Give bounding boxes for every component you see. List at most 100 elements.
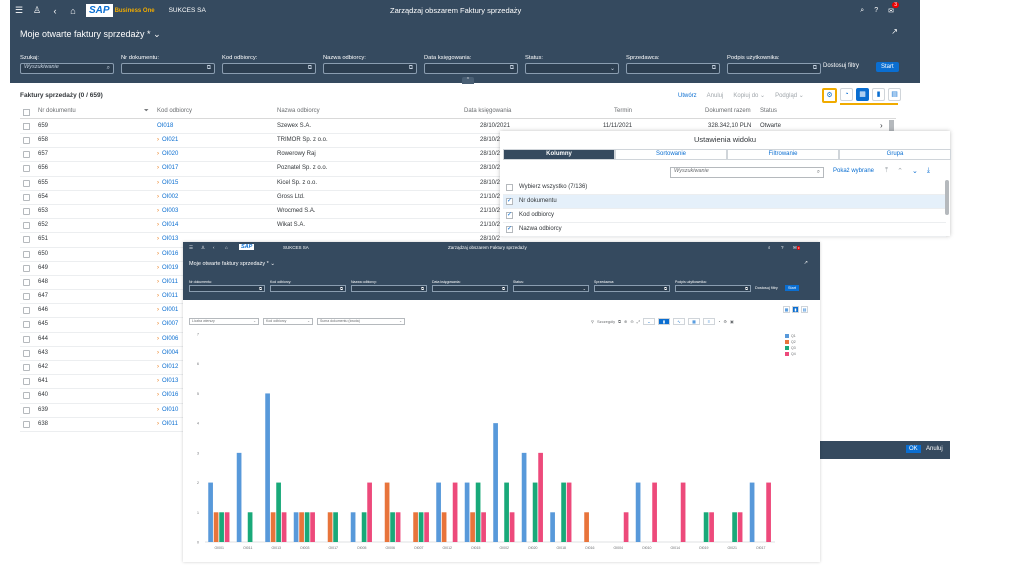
legend-item[interactable]: Q3 xyxy=(785,346,796,350)
cell-code[interactable]: OI013 xyxy=(157,236,178,242)
split-view-icon[interactable]: ▤ xyxy=(888,88,901,101)
table-row[interactable]: 657 OI020 Rowerowy Raj 28/10/2 xyxy=(20,148,500,163)
chart-bar[interactable] xyxy=(566,482,572,542)
row-checkbox[interactable] xyxy=(23,278,30,286)
help-icon[interactable]: ? xyxy=(874,7,879,14)
help-icon[interactable]: ? xyxy=(781,245,784,250)
row-checkbox[interactable] xyxy=(23,250,30,258)
chart-bar[interactable] xyxy=(276,482,281,542)
row-checkbox[interactable] xyxy=(23,165,30,173)
table-row[interactable]: 658 OI021 TRIMOR Sp. z o.o. 28/10/2 xyxy=(20,134,500,149)
column-list-item[interactable]: ✓ Nr dokumentu xyxy=(503,195,946,209)
value-help-icon[interactable]: ⧉ xyxy=(259,286,262,291)
chart-bar[interactable] xyxy=(304,512,310,542)
back-icon[interactable]: ‹ xyxy=(213,245,215,250)
chart-bar[interactable] xyxy=(538,452,543,542)
adapt-filters-button[interactable]: Dostosuj filtry xyxy=(823,63,860,69)
chart-bar[interactable] xyxy=(424,512,429,542)
chart-bar[interactable] xyxy=(208,482,213,542)
filter-input[interactable]: ⧉ xyxy=(189,285,265,292)
adapt-filters-button[interactable]: Dostosuj filtry xyxy=(755,286,778,290)
select-all-checkbox[interactable] xyxy=(23,109,30,116)
user-icon[interactable]: ♙ xyxy=(201,245,206,250)
cell-code[interactable]: OI002 xyxy=(157,194,178,200)
table-view-icon[interactable]: ▦ xyxy=(783,306,790,313)
table-scrollbar[interactable] xyxy=(889,120,894,132)
cell-code[interactable]: OI003 xyxy=(157,208,178,214)
cell-code[interactable]: OI010 xyxy=(157,407,178,413)
chart-bar[interactable] xyxy=(384,482,390,542)
dialog-tab[interactable]: Grupa xyxy=(839,149,951,160)
line-chart-icon[interactable]: ∿ xyxy=(672,318,685,325)
dialog-tab[interactable]: Sortowanie xyxy=(615,149,727,160)
move-down-icon[interactable]: ⌄ xyxy=(911,168,918,175)
share-icon[interactable]: ↗ xyxy=(891,27,898,36)
row-checkbox[interactable] xyxy=(23,264,30,272)
value-help-icon[interactable]: ⧉ xyxy=(664,286,667,291)
column-date[interactable]: Data księgowania xyxy=(464,108,512,114)
chart-bar[interactable] xyxy=(265,393,270,542)
chart-bar[interactable] xyxy=(247,512,253,542)
copy-icon[interactable]: ⧉ xyxy=(618,319,622,324)
filter-input[interactable]: ⧉ xyxy=(270,285,346,292)
row-checkbox[interactable] xyxy=(23,179,30,187)
row-checkbox[interactable] xyxy=(23,420,30,428)
dialog-tab[interactable]: Filtrowanie xyxy=(727,149,839,160)
row-checkbox[interactable] xyxy=(23,364,30,371)
chart-bar[interactable] xyxy=(550,512,555,542)
start-button[interactable]: Start xyxy=(785,285,800,291)
value-help-icon[interactable]: ⌄ xyxy=(582,286,586,291)
variant-title[interactable]: Moje otwarte faktury sprzedaży * ⌄ xyxy=(20,29,161,39)
cell-code[interactable]: OI019 xyxy=(157,265,178,271)
chart-bar[interactable] xyxy=(509,512,515,542)
row-checkbox[interactable] xyxy=(23,349,30,357)
move-bottom-icon[interactable]: ⤓ xyxy=(926,167,930,174)
measure-2-select[interactable]: Suma dokumentu (kwota) ⌄ xyxy=(317,318,405,325)
chart-bar[interactable] xyxy=(367,482,372,542)
move-up-icon[interactable]: ⌃ xyxy=(897,168,903,175)
search-icon[interactable]: ⌕ xyxy=(768,245,771,250)
variant-title[interactable]: Moje otwarte faktury sprzedaży * ⌄ xyxy=(189,261,275,267)
row-checkbox[interactable] xyxy=(23,207,30,215)
value-help-icon[interactable]: ⧉ xyxy=(509,65,514,71)
column-code[interactable]: Kod odbiorcy xyxy=(157,108,193,114)
split-view-icon[interactable]: ▤ xyxy=(801,306,808,313)
row-checkbox[interactable] xyxy=(23,137,30,144)
chart-bar[interactable] xyxy=(623,512,629,542)
chart-bar[interactable] xyxy=(635,482,641,542)
zoom-out-icon[interactable]: ⊖ xyxy=(630,319,634,324)
chart-bar[interactable] xyxy=(441,512,447,542)
column-due[interactable]: Termin xyxy=(614,108,633,114)
cell-code[interactable]: OI015 xyxy=(157,180,178,186)
legend-item[interactable]: Q4 xyxy=(785,352,796,356)
user-icon[interactable]: ♙ xyxy=(32,5,42,15)
chart-bar[interactable] xyxy=(224,512,230,542)
table-row[interactable]: 655 OI015 Kicel Sp. z o.o. 28/10/2 xyxy=(20,177,500,191)
cell-code[interactable]: OI016 xyxy=(157,392,178,398)
chart-bar[interactable] xyxy=(732,512,737,542)
table-row[interactable]: 656 OI017 Poznatel Sp. z o.o. 28/10/2 xyxy=(20,162,500,177)
cell-code[interactable]: OI004 xyxy=(157,350,178,356)
chart-bar[interactable] xyxy=(333,512,338,542)
filter-input[interactable]: ⧉ xyxy=(351,285,427,292)
home-icon[interactable]: ⌂ xyxy=(225,245,228,250)
dialog-search-input[interactable]: Wyszukiwanie ⌕ xyxy=(670,167,824,178)
chart-bar[interactable] xyxy=(281,512,287,542)
table-row[interactable]: 653 OI003 Wrocmed S.A. 21/10/2 xyxy=(20,205,500,220)
value-help-icon[interactable]: ⧉ xyxy=(307,65,312,71)
column-list-item[interactable]: ✓ Nazwa odbiorcy xyxy=(503,223,946,237)
column-nr[interactable]: Nr dokumentu xyxy=(38,108,76,114)
cell-code[interactable]: OI006 xyxy=(157,336,178,342)
chart-bar[interactable] xyxy=(390,512,395,542)
pie-icon[interactable]: ◔ xyxy=(717,319,721,324)
chart-bar[interactable] xyxy=(737,512,743,542)
chart-bar[interactable] xyxy=(470,512,475,542)
search-icon[interactable]: ⌕ xyxy=(106,65,110,71)
row-checkbox[interactable] xyxy=(23,236,30,244)
dialog-cancel-button[interactable]: Anuluj xyxy=(926,446,943,452)
chart-bar[interactable] xyxy=(436,482,441,542)
chart-bar[interactable] xyxy=(219,512,224,542)
move-top-icon[interactable]: ⤒ xyxy=(885,167,889,174)
start-button[interactable]: Start xyxy=(876,62,899,72)
chart-bar[interactable] xyxy=(475,482,481,542)
